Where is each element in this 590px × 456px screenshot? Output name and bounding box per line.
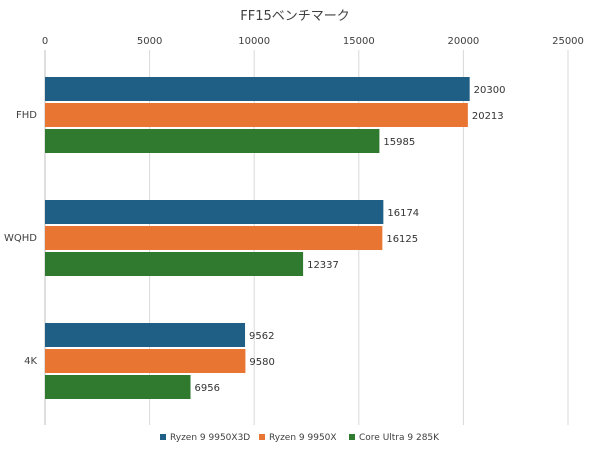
legend-label-3: Core Ultra 9 285K	[359, 433, 440, 443]
x-axis-ticks: 0 5000 10000 15000 20000 25000	[42, 36, 584, 47]
data-label-4k-1: 9562	[249, 331, 274, 342]
category-label-wqhd: WQHD	[4, 233, 37, 244]
chart-title: FF15ベンチマーク	[240, 9, 350, 24]
data-label-fhd-3: 15985	[383, 137, 415, 148]
data-label-wqhd-1: 16174	[387, 208, 419, 219]
x-tick-label-10000: 10000	[238, 36, 270, 47]
bar-fhd-3	[45, 129, 380, 153]
category-label-4k: 4K	[24, 356, 37, 367]
data-label-4k-3: 6956	[195, 383, 220, 394]
data-label-fhd-2: 20213	[472, 111, 504, 122]
x-tick-label-20000: 20000	[447, 36, 479, 47]
category-labels: FHD WQHD 4K	[4, 110, 37, 367]
bar-wqhd-2	[45, 226, 383, 250]
data-label-4k-2: 9580	[249, 357, 274, 368]
x-tick-label-25000: 25000	[552, 36, 584, 47]
legend-label-1: Ryzen 9 9950X3D	[170, 433, 250, 443]
x-tick-label-5000: 5000	[137, 36, 162, 47]
legend-swatch-1	[160, 434, 166, 440]
legend-swatch-3	[349, 434, 355, 440]
x-tick-label-15000: 15000	[343, 36, 375, 47]
data-label-fhd-1: 20300	[474, 85, 506, 96]
bar-wqhd-3	[45, 252, 304, 276]
data-label-wqhd-2: 16125	[386, 234, 418, 245]
bars	[45, 77, 470, 399]
legend-swatch-2	[259, 434, 265, 440]
data-label-wqhd-3: 12337	[307, 260, 339, 271]
bar-wqhd-1	[45, 200, 384, 224]
category-label-fhd: FHD	[16, 110, 37, 121]
bar-4k-3	[45, 375, 191, 399]
bar-4k-2	[45, 349, 246, 373]
bar-fhd-1	[45, 77, 470, 101]
legend: Ryzen 9 9950X3D Ryzen 9 9950X Core Ultra 9…	[160, 433, 440, 443]
bar-fhd-2	[45, 103, 468, 127]
x-tick-label-0: 0	[42, 36, 48, 47]
bar-4k-1	[45, 323, 246, 347]
data-labels: 20300 20213 15985 16174 16125 12337 9562 9580 69…	[195, 85, 506, 394]
legend-label-2: Ryzen 9 9950X	[269, 433, 337, 443]
